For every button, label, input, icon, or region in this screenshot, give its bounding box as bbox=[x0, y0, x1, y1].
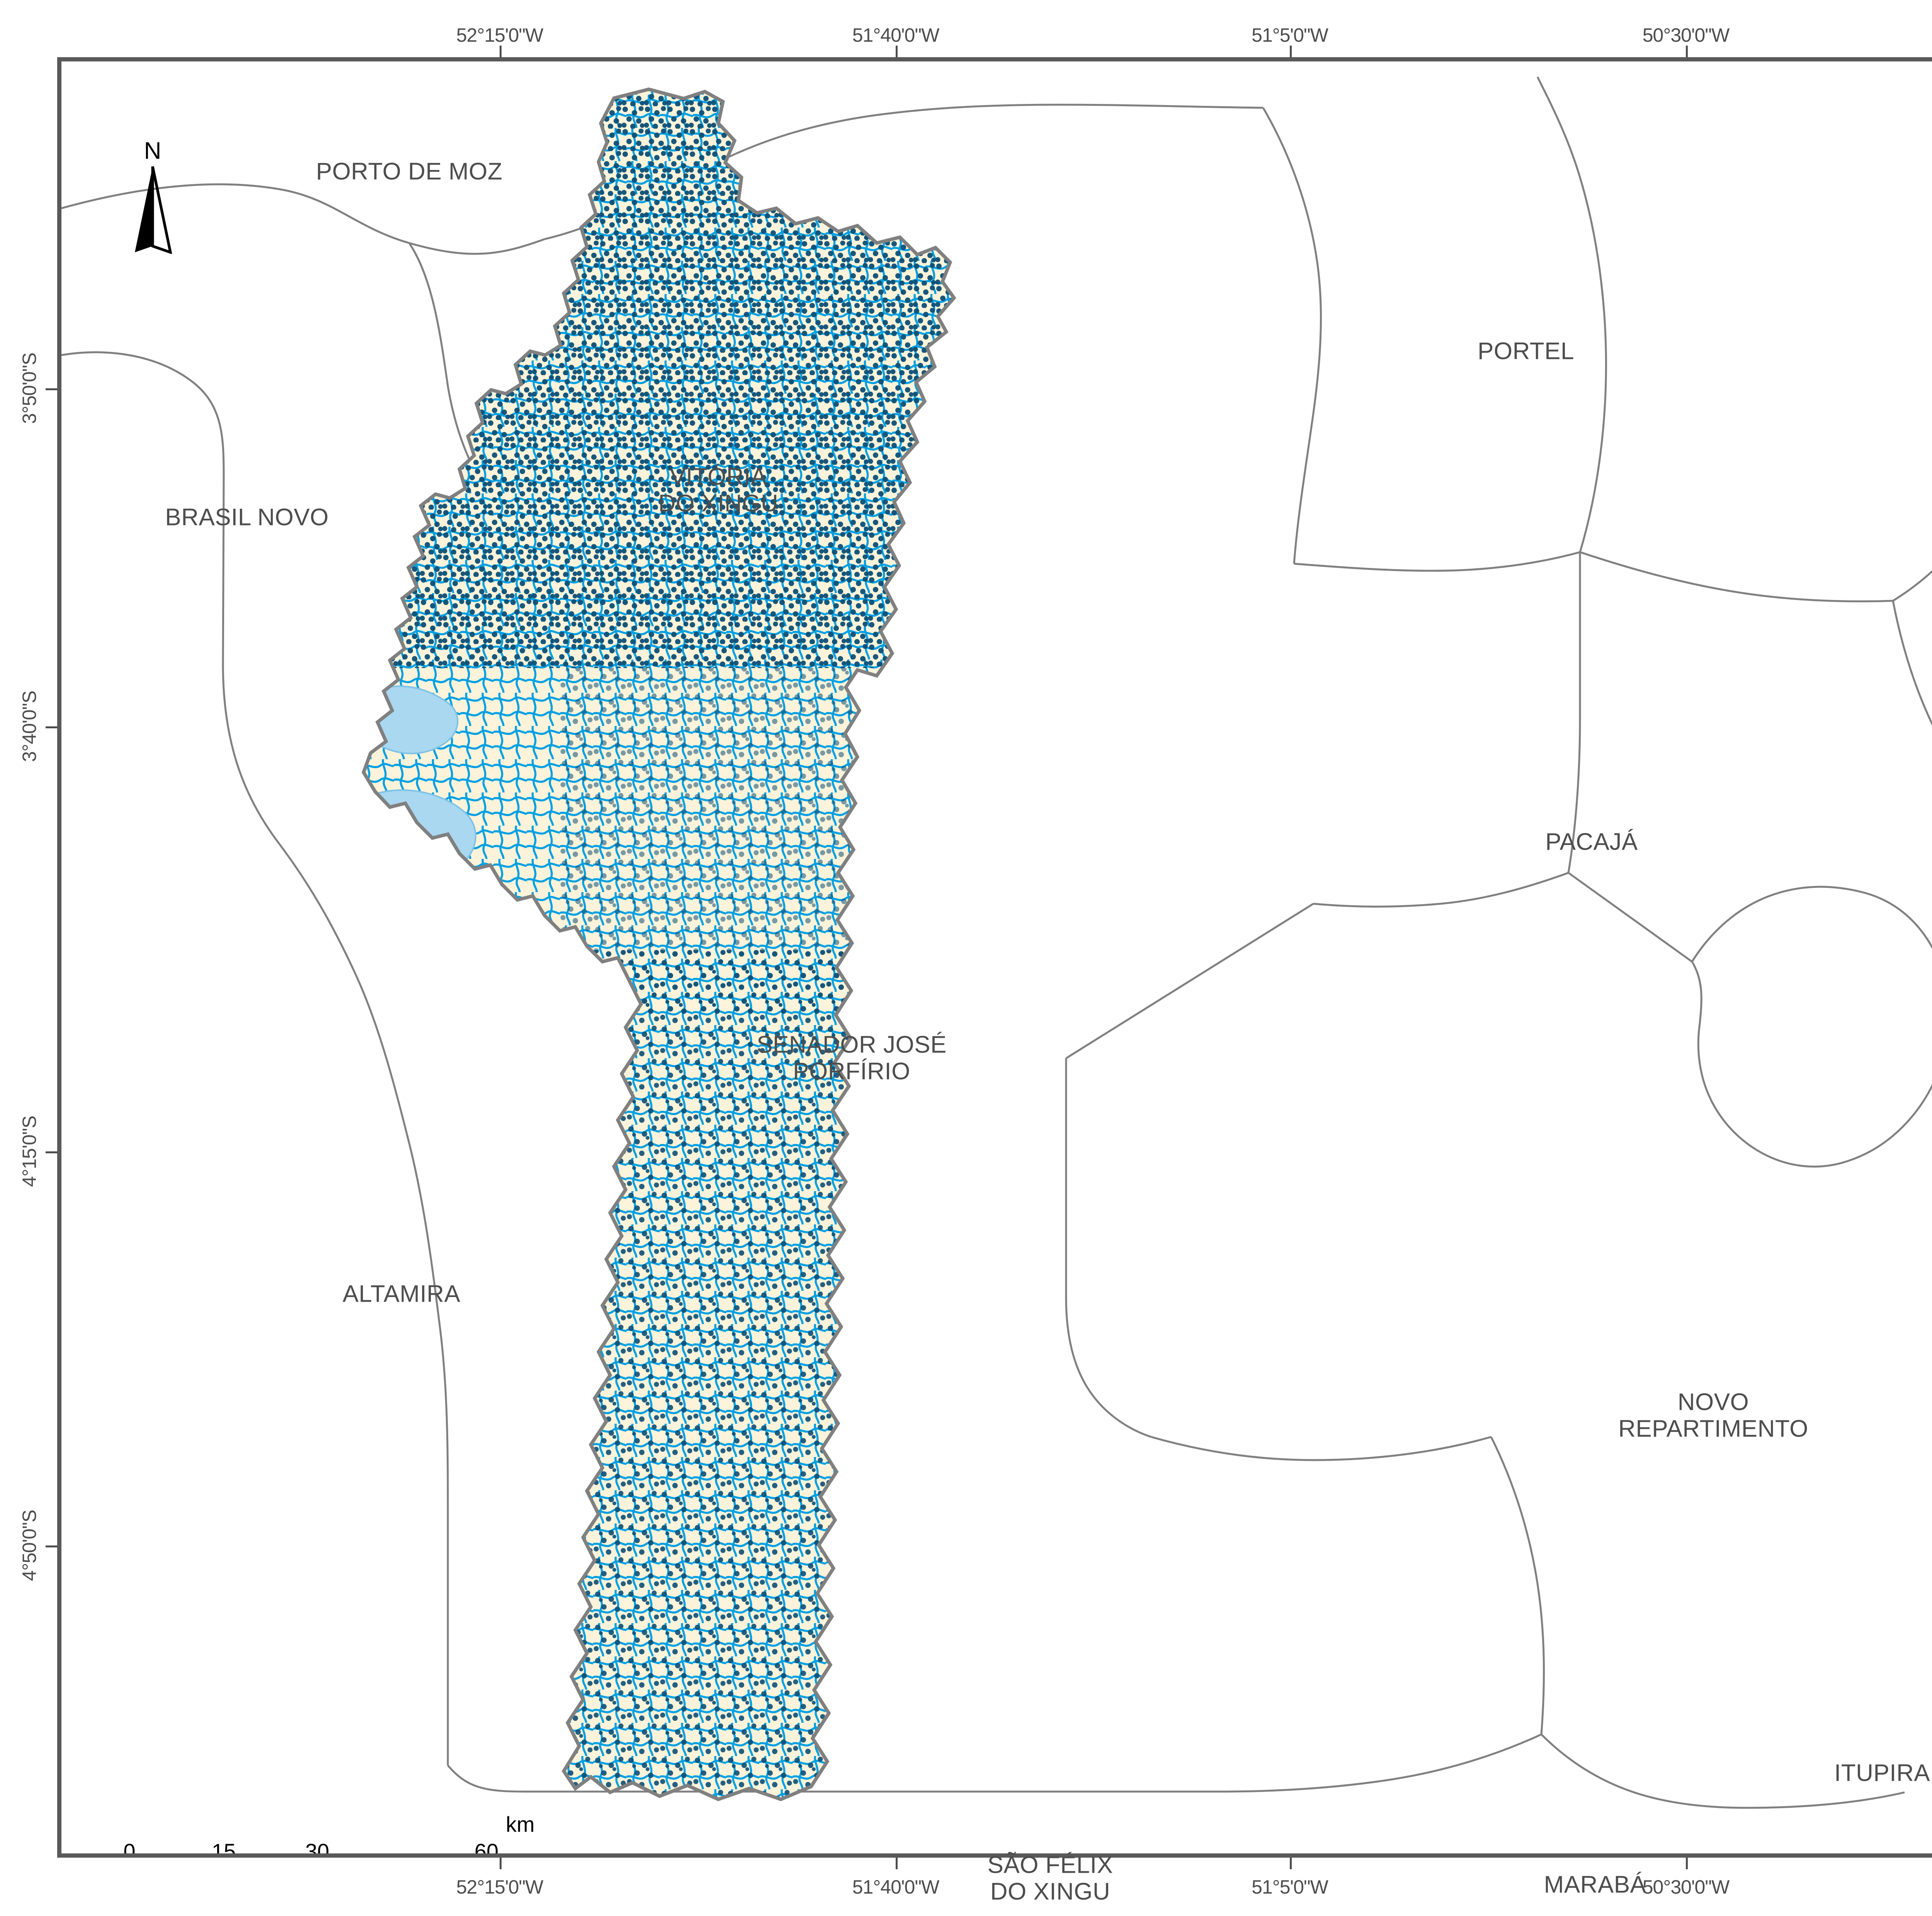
map-label-novo-repartimento: NOVO REPARTIMENTO bbox=[1618, 1389, 1808, 1442]
scale-tick-30: 30 bbox=[305, 1839, 330, 1858]
map-canvas bbox=[61, 76, 1932, 1809]
lon-tick-mark bbox=[896, 1858, 898, 1869]
lon-label-top-3: 51°5'0"W bbox=[1252, 24, 1328, 46]
lon-label-bottom-2: 51°40'0"W bbox=[852, 1876, 940, 1898]
lon-tick-mark bbox=[1686, 1858, 1688, 1869]
lon-tick-mark bbox=[500, 1858, 502, 1869]
scale-tick-15: 15 bbox=[211, 1839, 236, 1858]
map-label-sao-felix-do-xingu: SÃO FÉLIX DO XINGU bbox=[987, 1851, 1113, 1905]
lon-label-top-2: 51°40'0"W bbox=[852, 24, 940, 46]
lat-tick-mark bbox=[46, 388, 57, 390]
map-label-senador-jose-porfirio: SENADOR JOSÉ PORFÍRIO bbox=[757, 1031, 947, 1085]
scale-tick-60: 60 bbox=[474, 1839, 499, 1858]
scale-tick-0: 0 bbox=[123, 1839, 136, 1858]
waterbody-polygon bbox=[376, 871, 507, 978]
neighbour-boundaries bbox=[61, 76, 1932, 1809]
north-arrow: N bbox=[129, 137, 176, 254]
north-arrow-label: N bbox=[144, 138, 162, 164]
map-label-porto-de-moz: PORTO DE MOZ bbox=[316, 158, 503, 185]
lat-label-4: 4°50'0"S bbox=[19, 1510, 40, 1581]
scale-unit-label: km bbox=[506, 1812, 535, 1836]
lon-label-top-1: 52°15'0"W bbox=[456, 24, 544, 46]
lat-tick-mark bbox=[46, 726, 57, 728]
lon-label-bottom-4: 50°30'0"W bbox=[1642, 1876, 1730, 1898]
map-label-vitoria-do-xingu: VITÓRIA DO XINGU bbox=[658, 463, 779, 517]
map-label-portel: PORTEL bbox=[1478, 338, 1574, 365]
scale-bar-ticks: 0 15 30 60 bbox=[123, 1839, 514, 1858]
map-label-maraba: MARABÁ bbox=[1544, 1871, 1646, 1898]
lat-label-1: 3°50'0"S bbox=[19, 353, 40, 424]
anapu-boundary-outline bbox=[362, 87, 956, 1801]
lon-tick-mark bbox=[500, 46, 502, 57]
lat-label-2: 3°40'0"S bbox=[19, 691, 40, 762]
lon-tick-mark bbox=[1686, 46, 1688, 57]
map-label-itupiranga: ITUPIRANGA bbox=[1834, 1760, 1932, 1787]
scale-bar: 0 15 30 60 km bbox=[123, 1812, 534, 1858]
map-label-brasil-novo: BRASIL NOVO bbox=[165, 504, 329, 531]
lon-tick-mark bbox=[896, 46, 898, 57]
lon-label-bottom-3: 51°5'0"W bbox=[1252, 1876, 1328, 1898]
lat-tick-mark bbox=[46, 1545, 57, 1547]
map-label-altamira: ALTAMIRA bbox=[342, 1280, 461, 1307]
lon-label-bottom-1: 52°15'0"W bbox=[456, 1876, 544, 1898]
map-label-pacaja: PACAJÁ bbox=[1545, 828, 1638, 855]
lon-label-top-4: 50°30'0"W bbox=[1642, 24, 1730, 46]
main-map-frame: N 0 15 30 60 km PORTO DE MOZ BAGRE P bbox=[57, 57, 1932, 1858]
lon-tick-mark bbox=[1290, 46, 1292, 57]
lat-tick-mark bbox=[46, 1151, 57, 1153]
lat-label-3: 4°15'0"S bbox=[19, 1116, 40, 1187]
anapu-municipality-area bbox=[364, 89, 954, 1799]
lon-tick-mark bbox=[1290, 1858, 1292, 1869]
